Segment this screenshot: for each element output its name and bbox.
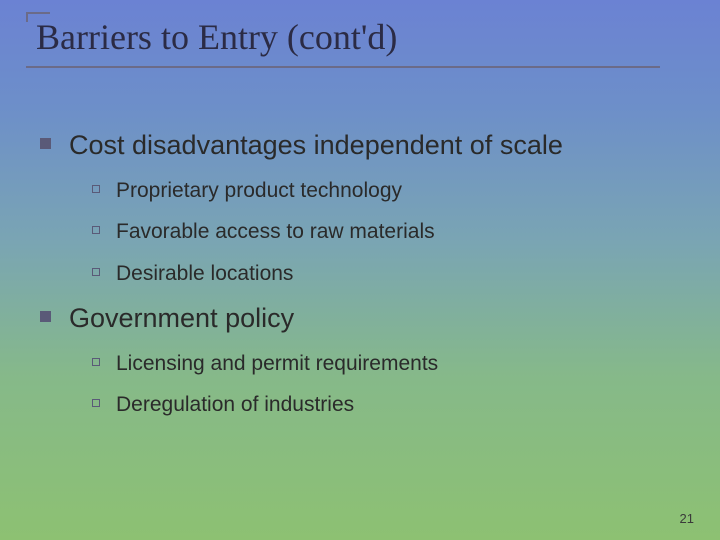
list-subitem: Licensing and permit requirements bbox=[92, 350, 680, 377]
list-item-label: Government policy bbox=[69, 301, 294, 336]
list-subitem-label: Deregulation of industries bbox=[116, 391, 354, 418]
page-number: 21 bbox=[680, 511, 694, 526]
hollow-square-bullet-icon bbox=[92, 226, 100, 234]
list-subitem: Desirable locations bbox=[92, 260, 680, 287]
list-item: Government policy bbox=[40, 301, 680, 336]
list-subitem: Favorable access to raw materials bbox=[92, 218, 680, 245]
slide-body: Cost disadvantages independent of scale … bbox=[40, 120, 680, 433]
list-subitem: Deregulation of industries bbox=[92, 391, 680, 418]
list-item: Cost disadvantages independent of scale bbox=[40, 128, 680, 163]
list-subitem-label: Licensing and permit requirements bbox=[116, 350, 438, 377]
list-subitem-label: Proprietary product technology bbox=[116, 177, 402, 204]
list-subitem-label: Favorable access to raw materials bbox=[116, 218, 435, 245]
hollow-square-bullet-icon bbox=[92, 399, 100, 407]
slide: Barriers to Entry (cont'd) Cost disadvan… bbox=[0, 0, 720, 540]
title-underline bbox=[26, 66, 660, 68]
square-bullet-icon bbox=[40, 138, 51, 149]
list-subitem-label: Desirable locations bbox=[116, 260, 293, 287]
title-area: Barriers to Entry (cont'd) bbox=[26, 12, 660, 68]
hollow-square-bullet-icon bbox=[92, 268, 100, 276]
list-item-label: Cost disadvantages independent of scale bbox=[69, 128, 563, 163]
hollow-square-bullet-icon bbox=[92, 358, 100, 366]
list-subitem: Proprietary product technology bbox=[92, 177, 680, 204]
slide-title: Barriers to Entry (cont'd) bbox=[26, 16, 660, 66]
square-bullet-icon bbox=[40, 311, 51, 322]
hollow-square-bullet-icon bbox=[92, 185, 100, 193]
